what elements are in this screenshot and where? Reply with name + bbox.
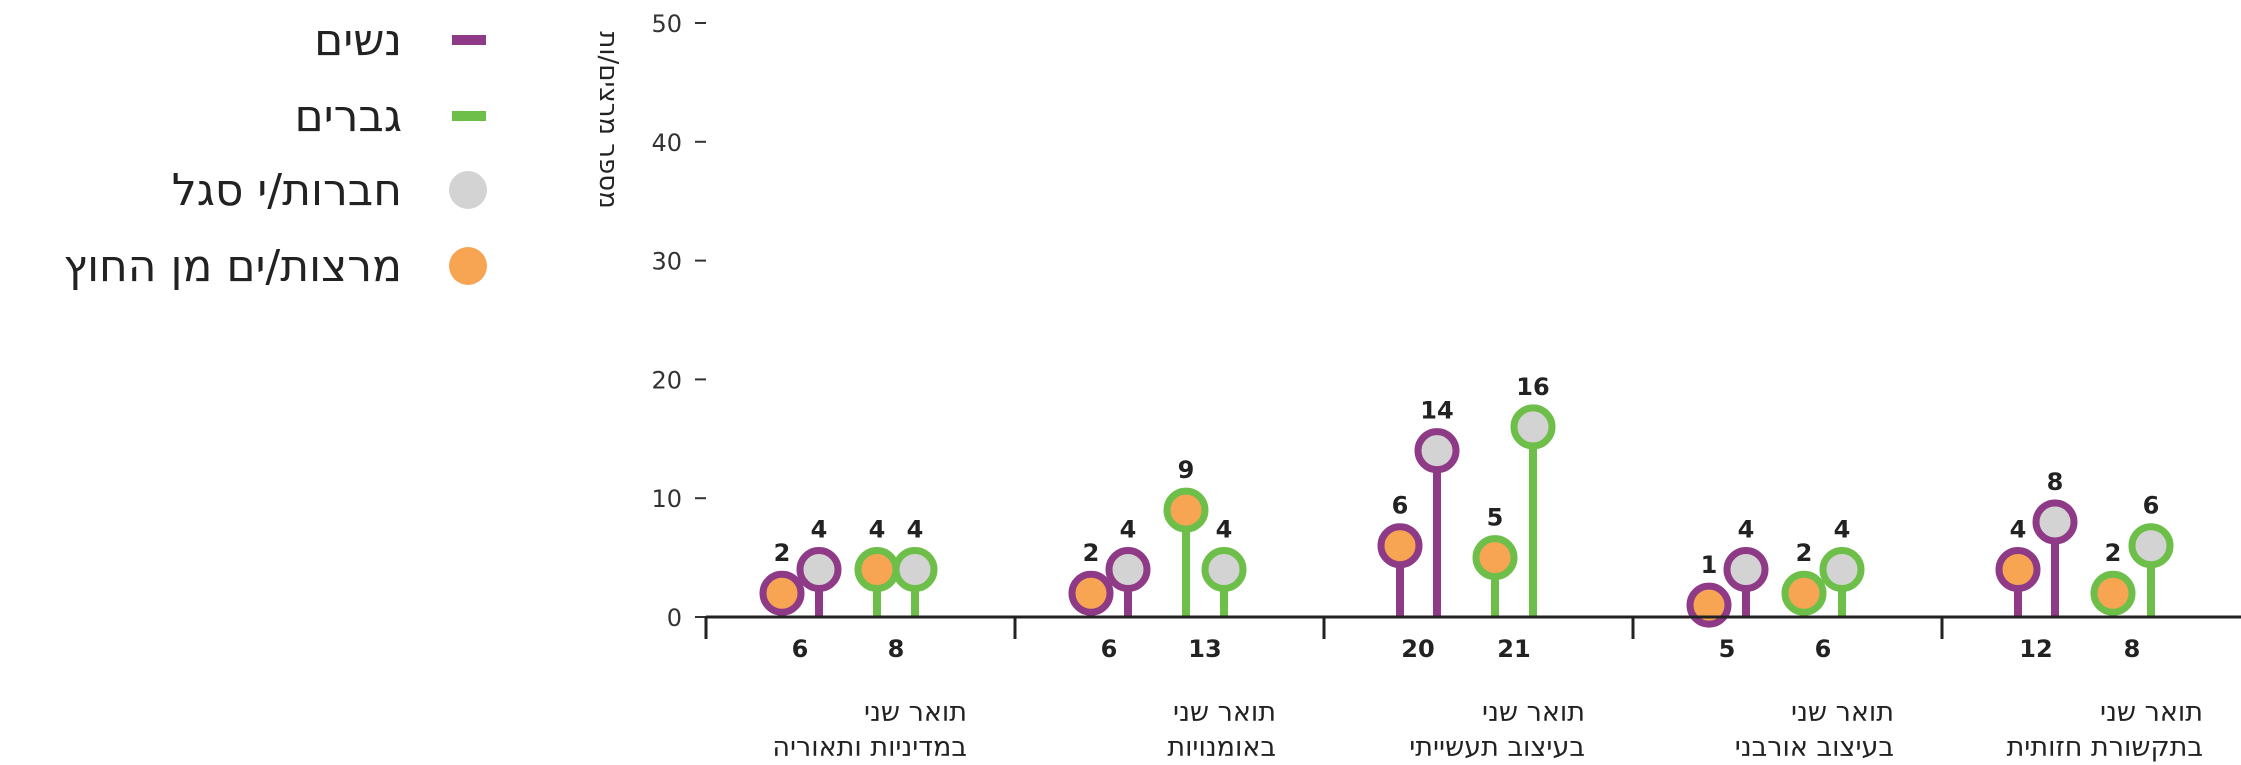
total-women-2: 20 [1401, 635, 1434, 663]
label-men-external-4: 4 [869, 515, 886, 543]
dot-women-faculty-1 [1723, 546, 1769, 592]
label-women-external-2: 6 [1392, 492, 1409, 520]
label-men-external-3: 9 [1178, 456, 1195, 484]
legend-label-0: נשים [314, 15, 402, 66]
label-women-external-1: 1 [1701, 551, 1718, 579]
label-women-faculty-4: 4 [811, 515, 828, 543]
total-men-3: 13 [1188, 635, 1221, 663]
total-men-4: 8 [888, 635, 905, 663]
legend-label-3: מרצות/ים מן החוץ [63, 241, 402, 292]
label-men-faculty-3: 4 [1216, 515, 1233, 543]
dot-men-faculty-2 [1510, 404, 1556, 450]
dot-men-external-1 [1781, 570, 1827, 616]
y-axis-label: מספר מרצים/ות [593, 31, 623, 208]
label-women-external-0: 4 [2010, 515, 2027, 543]
total-men-0: 8 [2124, 635, 2141, 663]
total-women-3: 6 [1101, 635, 1118, 663]
group-label-4-1: במדיניות ותאוריה [772, 732, 967, 763]
label-women-faculty-2: 14 [1420, 397, 1453, 425]
group-label-3-1: באומנויות [1167, 732, 1276, 763]
y-tick-label-3: 30 [651, 248, 682, 276]
label-women-faculty-3: 4 [1120, 515, 1137, 543]
legend-label-2: חברות/י סגל [172, 165, 402, 216]
dot-women-external-0 [1995, 546, 2041, 592]
label-women-external-4: 2 [774, 539, 791, 567]
dot-women-faculty-4 [796, 546, 842, 592]
dot-men-faculty-1 [1819, 546, 1865, 592]
dot-women-external-2 [1377, 523, 1423, 569]
x-axis: 12 8 תואר שני בתקשורת חזותית 5 6 תואר שני בעיצו… [704, 615, 2241, 763]
legend-marker-1 [452, 111, 486, 121]
label-women-faculty-0: 8 [2047, 468, 2064, 496]
legend-label-1: גברים [295, 91, 402, 142]
label-women-faculty-1: 4 [1738, 515, 1755, 543]
label-men-external-1: 2 [1796, 539, 1813, 567]
label-women-external-3: 2 [1083, 539, 1100, 567]
dot-women-faculty-0 [2032, 499, 2078, 545]
dot-men-external-2 [1472, 535, 1518, 581]
dot-men-external-0 [2090, 570, 2136, 616]
dot-men-faculty-3 [1201, 546, 1247, 592]
y-tick-label-1: 10 [651, 485, 682, 513]
group-label-2-0: תואר שני [1482, 697, 1585, 728]
dot-women-external-1 [1686, 582, 1732, 628]
group-label-1-1: בעיצוב אורבני [1735, 732, 1894, 763]
y-tick-label-2: 20 [651, 366, 682, 394]
group-label-1-0: תואר שני [1791, 697, 1894, 728]
label-men-external-0: 2 [2105, 539, 2122, 567]
legend: נשים גברים חברות/י סגל מרצות/ים מן החוץ [63, 15, 487, 292]
dot-men-external-4 [854, 546, 900, 592]
legend-marker-3 [449, 247, 487, 285]
dot-women-external-3 [1068, 570, 1114, 616]
dot-women-faculty-3 [1105, 546, 1151, 592]
group-label-0-0: תואר שני [2100, 697, 2203, 728]
total-men-2: 21 [1497, 635, 1530, 663]
legend-marker-2 [449, 171, 487, 209]
dot-men-external-3 [1163, 487, 1209, 533]
y-tick-label-4: 40 [651, 129, 682, 157]
label-men-faculty-0: 6 [2143, 492, 2160, 520]
total-women-1: 5 [1719, 635, 1736, 663]
y-tick-label-0: 0 [667, 604, 682, 632]
total-women-4: 6 [792, 635, 809, 663]
label-men-external-2: 5 [1487, 504, 1504, 532]
total-women-0: 12 [2019, 635, 2052, 663]
label-men-faculty-4: 4 [907, 515, 924, 543]
group-label-4-0: תואר שני [864, 697, 967, 728]
label-men-faculty-2: 16 [1516, 373, 1549, 401]
y-axis: 0 10 20 30 40 50 [651, 10, 706, 632]
total-men-1: 6 [1815, 635, 1832, 663]
legend-marker-0 [452, 35, 486, 45]
y-tick-label-5: 50 [651, 10, 682, 38]
label-men-faculty-1: 4 [1834, 515, 1851, 543]
dot-men-faculty-0 [2128, 523, 2174, 569]
group-label-2-1: בעיצוב תעשייתי [1409, 732, 1585, 763]
dot-men-faculty-4 [892, 546, 938, 592]
dot-women-external-4 [759, 570, 805, 616]
group-label-0-1: בתקשורת חזותית [2007, 732, 2203, 763]
group-label-3-0: תואר שני [1173, 697, 1276, 728]
dot-women-faculty-2 [1414, 428, 1460, 474]
